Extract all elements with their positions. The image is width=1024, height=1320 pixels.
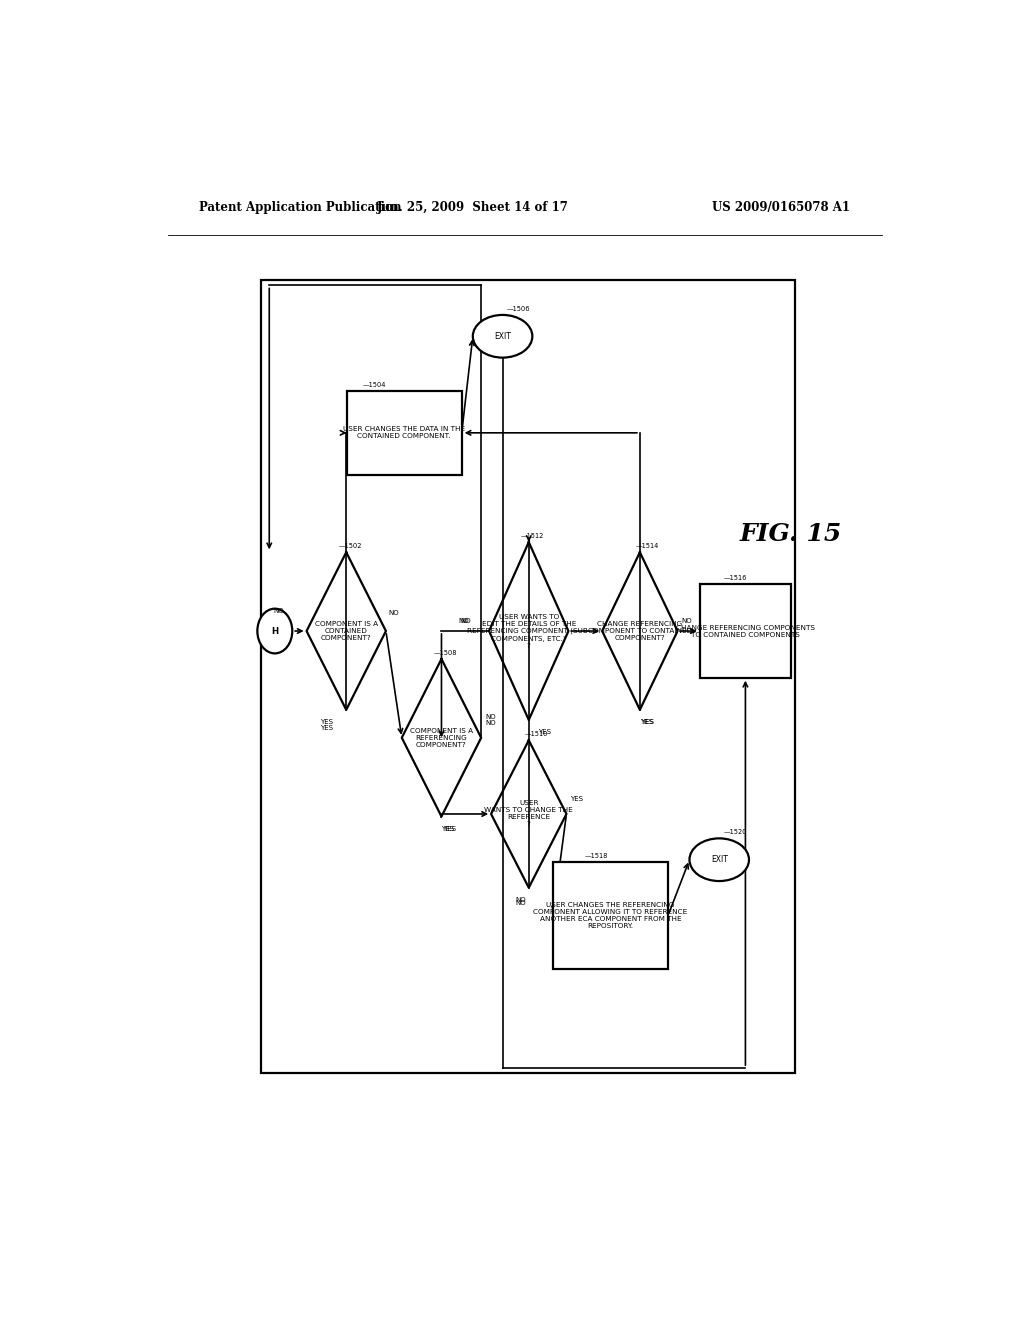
Text: —1504: —1504 <box>362 381 386 388</box>
Text: NO: NO <box>515 900 526 906</box>
Text: —1510: —1510 <box>524 731 548 738</box>
Polygon shape <box>489 543 568 719</box>
Text: USER CHANGES THE DATA IN THE
CONTAINED COMPONENT.: USER CHANGES THE DATA IN THE CONTAINED C… <box>343 426 465 440</box>
Text: FIG. 15: FIG. 15 <box>739 523 842 546</box>
Text: YES: YES <box>443 826 456 832</box>
Text: USER CHANGES THE REFERENCING
COMPONENT ALLOWING IT TO REFERENCE
ANOTHER ECA COMP: USER CHANGES THE REFERENCING COMPONENT A… <box>534 902 688 929</box>
Text: —1518: —1518 <box>585 853 608 859</box>
Text: NO: NO <box>388 610 399 615</box>
Text: YES: YES <box>441 826 455 832</box>
Text: —1502: —1502 <box>338 544 361 549</box>
Text: —1506: —1506 <box>507 306 530 312</box>
Text: —1514: —1514 <box>636 544 659 549</box>
Text: NO: NO <box>515 896 526 903</box>
Bar <box>699 585 792 677</box>
Text: NO: NO <box>682 618 692 624</box>
Text: EXIT: EXIT <box>495 331 511 341</box>
Text: Patent Application Publication: Patent Application Publication <box>200 201 402 214</box>
Ellipse shape <box>473 315 532 358</box>
Polygon shape <box>306 552 386 710</box>
Text: US 2009/0165078 A1: US 2009/0165078 A1 <box>712 201 850 214</box>
Bar <box>553 862 668 969</box>
Text: CHANGE REFERENCING COMPONENTS
TO CONTAINED COMPONENTS: CHANGE REFERENCING COMPONENTS TO CONTAIN… <box>676 624 815 638</box>
Text: YES: YES <box>641 719 654 725</box>
Text: USER
WANTS TO CHANGE THE
REFERENCE
?: USER WANTS TO CHANGE THE REFERENCE ? <box>484 800 573 828</box>
Polygon shape <box>492 741 566 887</box>
Text: NO: NO <box>459 618 469 624</box>
Text: YES: YES <box>640 719 652 725</box>
Ellipse shape <box>689 838 749 880</box>
Text: —1508: —1508 <box>433 649 457 656</box>
Polygon shape <box>602 552 678 710</box>
Bar <box>261 280 795 1073</box>
Text: NO: NO <box>460 618 471 624</box>
Text: —1516: —1516 <box>724 576 746 581</box>
Text: NO: NO <box>485 719 496 726</box>
Text: Jun. 25, 2009  Sheet 14 of 17: Jun. 25, 2009 Sheet 14 of 17 <box>377 201 569 214</box>
Text: EXIT: EXIT <box>711 855 728 865</box>
Circle shape <box>257 609 292 653</box>
Text: NO: NO <box>485 714 496 721</box>
Text: NO: NO <box>273 607 284 614</box>
Text: YES: YES <box>319 725 333 731</box>
Text: YES: YES <box>539 729 551 735</box>
Text: YES: YES <box>319 719 333 725</box>
Text: —1512: —1512 <box>521 533 544 539</box>
Bar <box>347 391 462 474</box>
Text: —1520: —1520 <box>723 829 746 836</box>
Text: COMPONENT IS A
REFERENCING
COMPONENT?: COMPONENT IS A REFERENCING COMPONENT? <box>410 727 473 747</box>
Text: USER WANTS TO
EDIT THE DETAILS OF THE
REFERENCING COMPONENT (SUB-
COMPONENTS, ET: USER WANTS TO EDIT THE DETAILS OF THE RE… <box>467 614 591 648</box>
Text: H: H <box>271 627 279 635</box>
Text: CHANGE REFERENCING
COMPONENT TO CONTAINED
COMPONENT?: CHANGE REFERENCING COMPONENT TO CONTAINE… <box>588 620 692 642</box>
Polygon shape <box>401 659 481 817</box>
Text: YES: YES <box>570 796 584 801</box>
Text: COMPONENT IS A
CONTAINED
COMPONENT?: COMPONENT IS A CONTAINED COMPONENT? <box>314 620 378 642</box>
